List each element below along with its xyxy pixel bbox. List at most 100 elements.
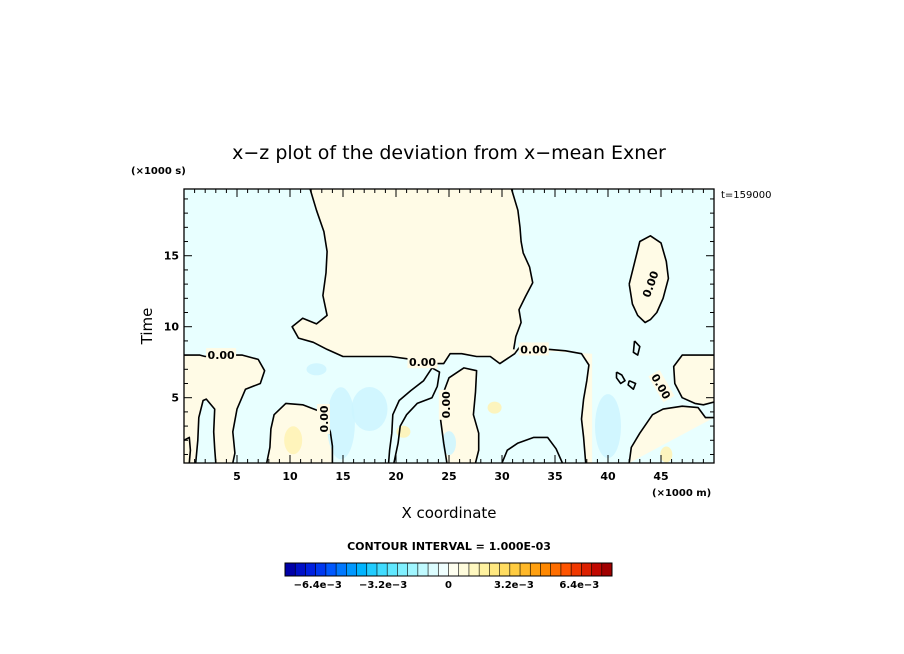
x-tick-label: 45 <box>653 470 668 483</box>
colorbar-swatch <box>376 563 388 576</box>
contour-line <box>291 189 590 463</box>
x-unit-label: (×1000 m) <box>652 488 711 499</box>
amplitude-patch <box>284 426 303 455</box>
colorbar-swatch <box>387 563 398 576</box>
colorbar-swatch <box>509 563 521 576</box>
colorbar-swatch <box>305 563 317 576</box>
contour-label-bg <box>206 348 237 362</box>
amplitude-patch <box>326 387 355 460</box>
colorbar-swatch <box>550 563 562 576</box>
contour-label-group: 0.00 <box>316 403 331 434</box>
colorbar-swatch <box>530 563 541 576</box>
x-tick-label: 40 <box>600 470 616 483</box>
positive-region <box>292 189 593 463</box>
amplitude-patch <box>442 431 456 456</box>
negative-region <box>195 399 216 463</box>
colorbar-swatch <box>417 563 429 576</box>
colorbar-swatch <box>601 563 613 576</box>
contour-line <box>501 436 564 463</box>
colorbar-swatch <box>346 563 357 576</box>
colorbar-tick-label: −3.2e−3 <box>359 580 407 591</box>
x-tick-label: 35 <box>547 470 562 483</box>
x-tick-label: 15 <box>335 470 350 483</box>
colorbar-tick-label: 0 <box>445 580 452 591</box>
contour-line <box>387 367 441 463</box>
x-tick-label: 20 <box>388 470 404 483</box>
chart-title: x−z plot of the deviation from x−mean Ex… <box>232 142 666 164</box>
contour-line <box>632 340 641 356</box>
amplitude-patch <box>351 387 388 432</box>
contour-label: 0.00 <box>318 405 331 432</box>
colorbar-swatch <box>366 563 378 576</box>
contour-label: 0.00 <box>440 391 453 418</box>
colorbar-swatch <box>325 563 337 576</box>
colorbar-swatch <box>499 563 511 576</box>
negative-region <box>388 367 440 463</box>
contour-label-bg <box>648 369 675 403</box>
y-axis-label: Time <box>138 308 156 346</box>
colorbar-swatch <box>520 563 531 576</box>
contour-label-bg <box>638 267 662 301</box>
plot-area: 0.000.000.000.000.000.000.00 5 10 15 20 25 30… <box>164 188 715 483</box>
colorbar-swatch <box>489 563 500 576</box>
colorbar-swatch <box>336 563 347 576</box>
contour-interval-label: CONTOUR INTERVAL = 1.000E-03 <box>347 540 551 553</box>
colorbar-swatch <box>428 563 439 576</box>
contour-label-bg <box>316 403 330 434</box>
y-tick-label: 15 <box>164 250 179 263</box>
contour-label-group: 0.00 <box>206 348 237 362</box>
contour-line <box>265 402 334 463</box>
colorbar-swatch <box>295 563 306 576</box>
colorbar-swatch <box>448 563 460 576</box>
positive-region <box>673 355 714 405</box>
colorbar-swatch <box>591 563 603 576</box>
amplitude-patch <box>660 446 673 463</box>
contour-line <box>672 354 714 406</box>
colorbar-tick-label: 6.4e−3 <box>559 580 599 591</box>
contour-line <box>194 398 217 463</box>
contour-label-group: 0.00 <box>518 342 549 356</box>
x-axis-label: X coordinate <box>401 504 496 522</box>
contour-line <box>439 367 480 463</box>
colorbar-tick-label: −6.4e−3 <box>294 580 342 591</box>
colorbar: −6.4e−3 −3.2e−3 0 3.2e−3 6.4e−3 <box>284 562 613 591</box>
colorbar-swatch <box>285 563 296 576</box>
contour-label-group: 0.00 <box>438 389 453 420</box>
amplitude-patch <box>487 401 502 414</box>
x-tick-label: 25 <box>441 470 456 483</box>
x-tick-label: 30 <box>494 470 510 483</box>
colorbar-swatch <box>407 563 419 576</box>
time-stamp: t=159000 <box>721 190 771 201</box>
contour-line <box>184 436 192 463</box>
colorbar-swatch <box>356 563 368 576</box>
colorbar-swatch <box>438 563 449 576</box>
colorbar-swatch <box>397 563 409 576</box>
colorbar-swatch <box>458 563 470 576</box>
contour-line <box>615 371 626 385</box>
colorbar-tick-label: 3.2e−3 <box>494 580 534 591</box>
colorbar-swatch <box>315 563 327 576</box>
contour-label-bg <box>518 342 549 356</box>
colorbar-swatch <box>571 563 582 576</box>
x-tick-label: 5 <box>233 470 241 483</box>
y-tick-label: 10 <box>164 321 180 334</box>
contour-label-bg <box>438 389 452 420</box>
positive-region <box>629 406 714 463</box>
contour-line <box>510 189 534 350</box>
colorbar-swatch <box>581 563 592 576</box>
contour-label: 0.00 <box>409 356 436 369</box>
colorbar-swatch <box>540 563 552 576</box>
colorbar-swatch <box>468 563 480 576</box>
amplitude-patch <box>595 394 621 459</box>
colorbar-swatch <box>479 563 490 576</box>
title: x−z plot of the deviation from x−mean Ex… <box>232 142 666 164</box>
contour-label: 0.00 <box>208 349 235 362</box>
amplitude-patch <box>306 363 327 376</box>
contour-line <box>184 354 266 463</box>
y-unit-label: (×1000 s) <box>131 166 186 177</box>
contour-label-group: 0.00 <box>407 355 438 369</box>
colorbar-swatch <box>560 563 572 576</box>
x-tick-label: 10 <box>282 470 298 483</box>
contour-label: 0.00 <box>520 343 547 356</box>
